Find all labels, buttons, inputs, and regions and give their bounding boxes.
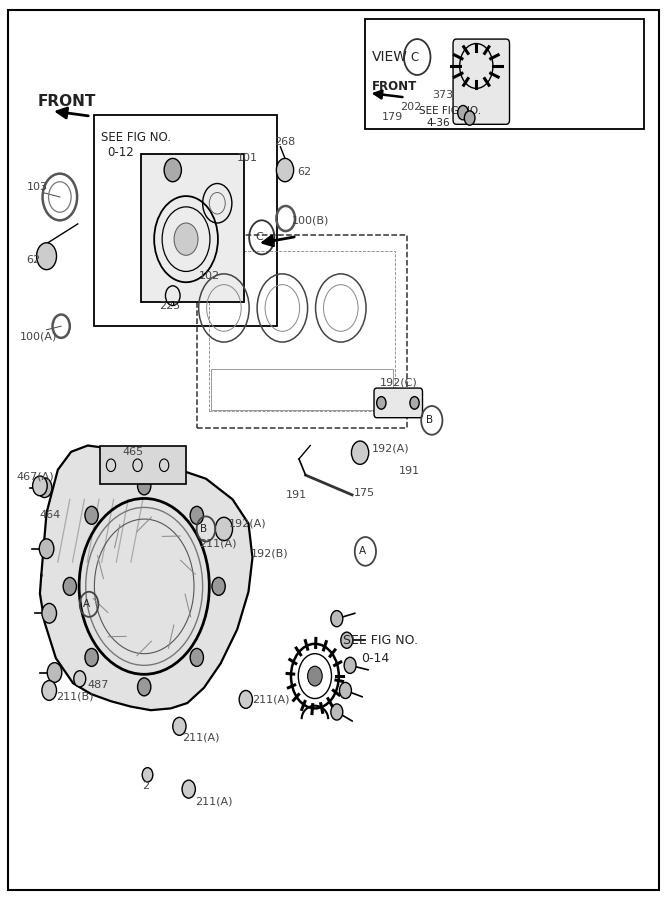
Text: 62: 62 xyxy=(27,255,41,265)
Circle shape xyxy=(331,610,343,626)
Text: 373: 373 xyxy=(432,90,453,100)
Text: 102: 102 xyxy=(199,271,221,281)
Circle shape xyxy=(182,780,195,798)
Circle shape xyxy=(458,105,468,120)
Text: 101: 101 xyxy=(237,152,258,163)
Text: 0-14: 0-14 xyxy=(362,652,390,665)
Text: 211(A): 211(A) xyxy=(199,538,237,548)
Circle shape xyxy=(352,441,369,464)
Text: 4-36: 4-36 xyxy=(426,119,450,129)
Circle shape xyxy=(190,507,203,525)
Bar xyxy=(211,369,394,410)
Text: 225: 225 xyxy=(159,302,181,311)
Text: 192(A): 192(A) xyxy=(229,518,266,528)
Text: 0-12: 0-12 xyxy=(107,146,135,158)
Text: 2: 2 xyxy=(142,780,149,790)
Circle shape xyxy=(137,678,151,696)
Circle shape xyxy=(190,649,203,666)
Circle shape xyxy=(142,768,153,782)
Text: VIEW: VIEW xyxy=(372,50,408,64)
Circle shape xyxy=(47,662,62,682)
Text: 175: 175 xyxy=(354,488,375,498)
Text: FRONT: FRONT xyxy=(372,80,418,93)
Text: 192(A): 192(A) xyxy=(372,443,410,454)
Circle shape xyxy=(42,680,57,700)
Text: 211(A): 211(A) xyxy=(253,695,290,705)
Circle shape xyxy=(39,539,54,559)
Text: 202: 202 xyxy=(400,103,421,112)
Circle shape xyxy=(137,477,151,495)
Circle shape xyxy=(212,578,225,596)
Circle shape xyxy=(174,223,198,256)
Text: 211(A): 211(A) xyxy=(182,732,219,742)
Circle shape xyxy=(344,657,356,673)
Circle shape xyxy=(341,632,353,648)
Text: 100(A): 100(A) xyxy=(20,332,57,342)
FancyBboxPatch shape xyxy=(141,154,244,302)
Circle shape xyxy=(74,670,86,687)
Text: 100(B): 100(B) xyxy=(292,215,329,225)
Polygon shape xyxy=(40,446,253,710)
Circle shape xyxy=(85,507,98,525)
FancyBboxPatch shape xyxy=(374,388,422,418)
Circle shape xyxy=(63,578,77,596)
Circle shape xyxy=(215,518,233,541)
Text: 191: 191 xyxy=(399,465,420,475)
Circle shape xyxy=(33,476,47,496)
Text: B: B xyxy=(426,416,433,426)
Circle shape xyxy=(276,158,293,182)
Circle shape xyxy=(239,690,253,708)
Text: 268: 268 xyxy=(273,138,295,148)
Bar xyxy=(209,251,395,411)
Bar xyxy=(197,235,407,428)
Text: A: A xyxy=(83,599,90,609)
Text: 192(B): 192(B) xyxy=(251,548,288,558)
Text: 464: 464 xyxy=(40,509,61,519)
Text: 62: 62 xyxy=(297,166,311,177)
Text: 211(B): 211(B) xyxy=(56,692,93,702)
Text: SEE FIG NO.: SEE FIG NO. xyxy=(344,634,418,647)
Circle shape xyxy=(410,397,419,410)
Text: 179: 179 xyxy=(382,112,404,122)
Text: B: B xyxy=(199,524,207,534)
Text: 211(A): 211(A) xyxy=(195,796,233,806)
Text: 465: 465 xyxy=(122,446,143,457)
Text: SEE FIG NO.: SEE FIG NO. xyxy=(101,131,171,144)
Text: FRONT: FRONT xyxy=(38,94,96,110)
Text: C: C xyxy=(410,50,419,64)
Circle shape xyxy=(331,704,343,720)
Circle shape xyxy=(464,111,475,125)
Text: 487: 487 xyxy=(88,680,109,690)
Circle shape xyxy=(307,666,322,686)
Circle shape xyxy=(377,397,386,410)
Text: C: C xyxy=(255,232,263,242)
Circle shape xyxy=(85,649,98,666)
Text: 103: 103 xyxy=(27,182,47,192)
FancyBboxPatch shape xyxy=(453,39,510,124)
Circle shape xyxy=(164,158,181,182)
Bar xyxy=(94,115,277,326)
Text: 191: 191 xyxy=(285,490,307,500)
Circle shape xyxy=(42,603,57,623)
Circle shape xyxy=(37,243,57,270)
Text: 467(A): 467(A) xyxy=(16,472,53,482)
Text: SEE FIG NO.: SEE FIG NO. xyxy=(418,106,481,116)
Text: 192(C): 192(C) xyxy=(380,378,418,388)
Bar xyxy=(99,446,186,484)
Bar xyxy=(366,19,644,129)
Circle shape xyxy=(37,478,52,498)
Text: A: A xyxy=(359,546,366,556)
Circle shape xyxy=(173,717,186,735)
Circle shape xyxy=(340,682,352,698)
